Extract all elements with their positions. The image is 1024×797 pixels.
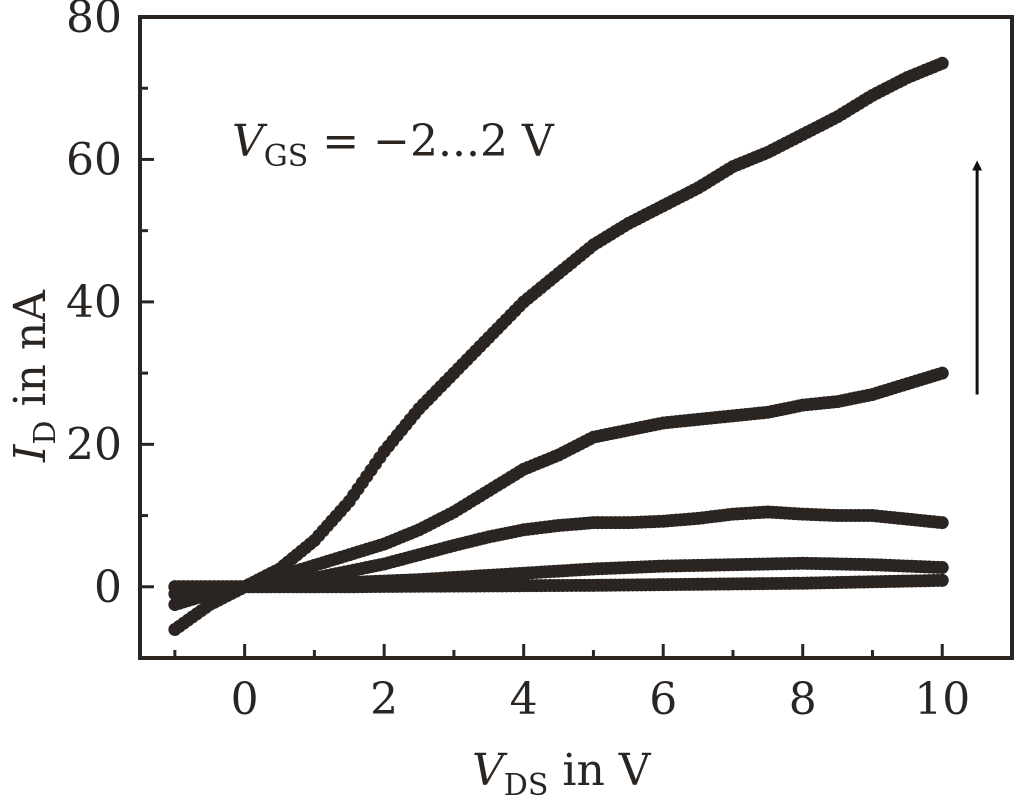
x-tick-label: 10 [914, 674, 970, 725]
x-axis-label: VDS in V [472, 745, 652, 797]
x-axis-label-unit: in V [548, 745, 651, 796]
x-tick-label: 4 [510, 674, 538, 725]
y-axis-label-unit: in nA [5, 289, 56, 421]
x-axis-label-subscript: DS [504, 768, 549, 797]
y-tick-label: 40 [66, 277, 122, 328]
x-axis-label-symbol: V [472, 745, 508, 796]
x-tick-label: 2 [370, 674, 398, 725]
y-axis-ticks [140, 15, 154, 660]
data-points [168, 56, 949, 637]
x-axis-ticks [173, 644, 944, 658]
y-axis-label-subscript: D [28, 421, 63, 445]
data-point [935, 56, 949, 70]
data-point [935, 573, 949, 587]
data-point [935, 516, 949, 530]
y-tick-label: 60 [66, 134, 122, 185]
x-tick-label: 8 [789, 674, 817, 725]
x-axis-tick-labels: 0 2 4 6 8 10 [231, 674, 971, 725]
series-1 [168, 56, 949, 637]
vgs-annotation: VGS = −2...2 V [232, 116, 555, 174]
y-tick-label: 20 [66, 419, 122, 470]
x-tick-label: 0 [231, 674, 259, 725]
y-tick-label: 0 [94, 562, 122, 613]
data-point [935, 561, 949, 575]
y-tick-label: 80 [66, 0, 122, 43]
vgs-annotation-subscript: GS [264, 139, 309, 174]
x-tick-label: 6 [649, 674, 677, 725]
series-5 [168, 573, 949, 594]
vgs-annotation-symbol: V [232, 116, 268, 167]
data-point [935, 366, 949, 380]
y-axis-label: ID in nA [5, 289, 63, 463]
y-axis-label-symbol: I [5, 443, 56, 463]
y-axis-tick-labels: 0 20 40 60 80 [66, 0, 122, 613]
vgs-annotation-range: = −2...2 V [308, 116, 555, 167]
plot-frame [138, 15, 1014, 660]
